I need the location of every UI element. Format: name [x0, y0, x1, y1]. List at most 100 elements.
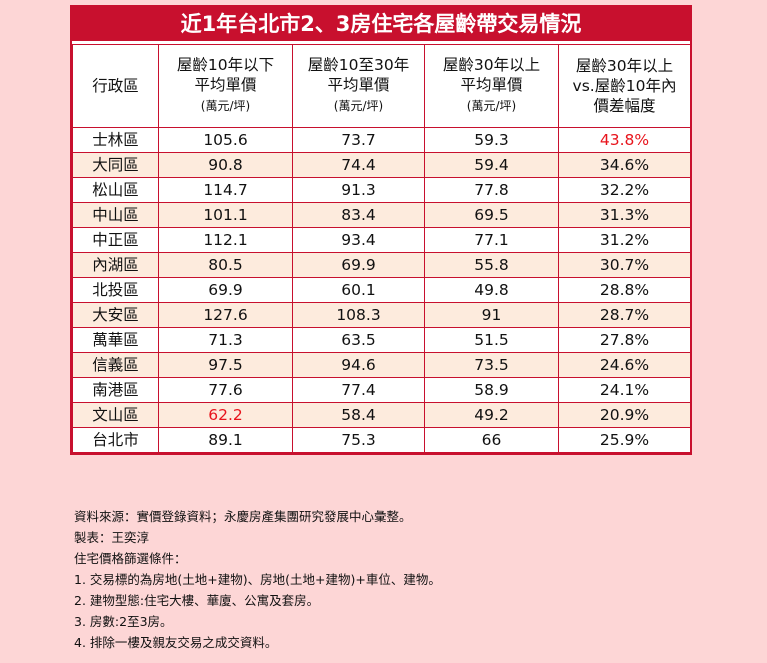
value-cell: 114.7 [158, 177, 293, 203]
value-cell: 71.3 [158, 327, 293, 353]
value-cell: 91 [424, 302, 559, 328]
value-cell: 83.4 [292, 202, 425, 228]
value-cell: 90.8 [158, 152, 293, 178]
district-cell: 信義區 [72, 352, 159, 378]
value-cell: 31.2% [558, 227, 691, 253]
table-row: 大同區 90.8 74.4 59.4 34.6% [72, 152, 691, 178]
column-header: 屋齡10至30年 平均單價 (萬元/坪) [292, 44, 425, 128]
table-row: 大安區 127.6 108.3 91 28.7% [72, 302, 691, 328]
value-cell: 60.1 [292, 277, 425, 303]
district-cell: 北投區 [72, 277, 159, 303]
note-line: 製表：王奕淳 [74, 530, 150, 545]
district-cell: 中正區 [72, 227, 159, 253]
district-cell: 南港區 [72, 377, 159, 403]
column-header: 屋齡30年以上 平均單價 (萬元/坪) [424, 44, 559, 128]
table-row: 文山區 62.2 58.4 49.2 20.9% [72, 402, 691, 428]
value-cell: 105.6 [158, 127, 293, 153]
source-notes: 資料來源：實價登錄資料；永慶房產集團研究發展中心彙整。 製表：王奕淳住宅價格篩選條… [74, 506, 441, 653]
value-cell: 27.8% [558, 327, 691, 353]
value-cell: 97.5 [158, 352, 293, 378]
column-header-line: 屋齡30年以上 [442, 56, 541, 74]
table-row: 內湖區 80.5 69.9 55.8 30.7% [72, 252, 691, 278]
district-cell: 士林區 [72, 127, 159, 153]
table-body: 士林區 105.6 73.7 59.3 43.8% 大同區 90.8 74.4 59.4 34.6… [72, 127, 691, 453]
value-cell: 63.5 [292, 327, 425, 353]
value-cell: 89.1 [158, 427, 293, 453]
value-cell: 66 [424, 427, 559, 453]
table-row: 萬華區 71.3 63.5 51.5 27.8% [72, 327, 691, 353]
value-cell: 32.2% [558, 177, 691, 203]
district-cell: 文山區 [72, 402, 159, 428]
value-cell: 77.4 [292, 377, 425, 403]
value-cell: 49.2 [424, 402, 559, 428]
column-header-line: 平均單價 [194, 76, 257, 94]
column-unit: (萬元/坪) [200, 99, 251, 113]
district-cell: 萬華區 [72, 327, 159, 353]
value-cell: 28.8% [558, 277, 691, 303]
note-line: 1. 交易標的為房地(土地+建物)、房地(土地+建物)+車位、建物。 [74, 572, 441, 587]
value-cell: 77.8 [424, 177, 559, 203]
table-row: 南港區 77.6 77.4 58.9 24.1% [72, 377, 691, 403]
column-header: 行政區 [72, 44, 159, 128]
value-cell: 77.6 [158, 377, 293, 403]
table-row: 松山區 114.7 91.3 77.8 32.2% [72, 177, 691, 203]
table-row: 北投區 69.9 60.1 49.8 28.8% [72, 277, 691, 303]
column-header-line: 價差幅度 [593, 97, 656, 115]
district-cell: 中山區 [72, 202, 159, 228]
value-cell: 30.7% [558, 252, 691, 278]
value-cell: 59.4 [424, 152, 559, 178]
value-cell: 31.3% [558, 202, 691, 228]
value-cell: 73.5 [424, 352, 559, 378]
value-cell: 77.1 [424, 227, 559, 253]
table-row: 台北市 89.1 75.3 66 25.9% [72, 427, 691, 453]
column-header-line: 平均單價 [460, 76, 523, 94]
value-cell: 93.4 [292, 227, 425, 253]
value-cell: 28.7% [558, 302, 691, 328]
value-cell: 24.6% [558, 352, 691, 378]
column-header-line: vs.屋齡10年內 [572, 77, 677, 95]
value-cell: 91.3 [292, 177, 425, 203]
table-row: 中山區 101.1 83.4 69.5 31.3% [72, 202, 691, 228]
district-cell: 內湖區 [72, 252, 159, 278]
value-cell: 20.9% [558, 402, 691, 428]
value-cell: 127.6 [158, 302, 293, 328]
value-cell: 25.9% [558, 427, 691, 453]
value-cell: 34.6% [558, 152, 691, 178]
header-row: 行政區 屋齡10年以下 平均單價 (萬元/坪) 屋齡10至30年 平均單價 (萬元/坪) 屋齡… [72, 44, 691, 128]
value-cell: 59.3 [424, 127, 559, 153]
price-table-panel: 近1年台北市2、3房住宅各屋齡帶交易情況 行政區 屋齡10年以下 平均單價 (萬元/坪… [70, 5, 692, 455]
column-unit: (萬元/坪) [333, 99, 384, 113]
column-unit: (萬元/坪) [466, 99, 517, 113]
value-cell: 58.4 [292, 402, 425, 428]
value-cell: 112.1 [158, 227, 293, 253]
value-cell: 108.3 [292, 302, 425, 328]
column-header: 屋齡10年以下 平均單價 (萬元/坪) [158, 44, 293, 128]
column-header-line: 屋齡10年以下 [176, 56, 275, 74]
table-row: 中正區 112.1 93.4 77.1 31.2% [72, 227, 691, 253]
value-cell: 74.4 [292, 152, 425, 178]
value-cell: 49.8 [424, 277, 559, 303]
value-cell: 62.2 [158, 402, 293, 428]
district-cell: 台北市 [72, 427, 159, 453]
value-cell: 69.9 [292, 252, 425, 278]
district-cell: 松山區 [72, 177, 159, 203]
column-header-line: 屋齡30年以上 [575, 57, 674, 75]
value-cell: 94.6 [292, 352, 425, 378]
value-cell: 101.1 [158, 202, 293, 228]
column-header: 屋齡30年以上 vs.屋齡10年內 價差幅度 [558, 44, 691, 128]
table-row: 信義區 97.5 94.6 73.5 24.6% [72, 352, 691, 378]
note-line: 資料來源：實價登錄資料；永慶房產集團研究發展中心彙整。 [74, 509, 412, 524]
table-row: 士林區 105.6 73.7 59.3 43.8% [72, 127, 691, 153]
value-cell: 55.8 [424, 252, 559, 278]
district-cell: 大同區 [72, 152, 159, 178]
note-line: 3. 房數:2至3房。 [74, 614, 173, 629]
value-cell: 69.9 [158, 277, 293, 303]
note-line: 4. 排除一樓及親友交易之成交資料。 [74, 635, 278, 650]
note-line: 住宅價格篩選條件： [74, 551, 187, 566]
value-cell: 73.7 [292, 127, 425, 153]
value-cell: 51.5 [424, 327, 559, 353]
value-cell: 43.8% [558, 127, 691, 153]
column-header-line: 屋齡10至30年 [307, 56, 410, 74]
value-cell: 24.1% [558, 377, 691, 403]
note-line: 2. 建物型態:住宅大樓、華廈、公寓及套房。 [74, 593, 320, 608]
